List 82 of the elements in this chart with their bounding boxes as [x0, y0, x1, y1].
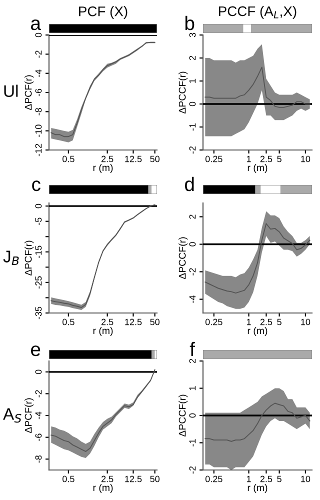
y-tick-label: -8: [35, 455, 42, 463]
chart-title: c: [32, 180, 40, 192]
x-tick-label: 1: [246, 156, 251, 162]
y-tick-label: -4: [189, 296, 196, 303]
y-tick-label: 2: [189, 214, 196, 219]
y-tick-label: 2: [189, 358, 196, 364]
y-tick-label: -2: [189, 466, 196, 474]
x-tick-label: 50: [150, 476, 160, 482]
x-tick-label: 5: [277, 156, 282, 162]
x-tick-label: 2.5: [260, 476, 272, 482]
y-tick-label: -1: [189, 439, 196, 446]
x-tick-label: 12.5: [125, 476, 142, 482]
x-axis-title: r (m): [248, 164, 268, 174]
x-tick-label: 50: [150, 318, 160, 326]
x-tick-label: 5: [277, 476, 282, 482]
x-tick-label: 1: [246, 476, 251, 482]
y-tick-label: 0: [189, 242, 196, 246]
x-tick-label: 12.5: [125, 156, 142, 162]
y-tick-label: -2: [189, 146, 196, 154]
x-tick-label: 10: [301, 318, 310, 326]
chart-title: e: [31, 346, 40, 356]
y-tick-label: -25: [35, 276, 42, 289]
y-tick-label: -4: [35, 412, 42, 420]
y-tick-label: 2: [189, 56, 196, 60]
x-axis-title: r (m): [248, 484, 268, 494]
y-tick-label: -2: [35, 50, 42, 58]
x-tick-label: 0.5: [62, 476, 74, 482]
y-tick-label: -4: [35, 70, 42, 77]
chart-subtitle: PCF (X): [79, 6, 128, 19]
y-tick-label: -12: [35, 144, 42, 156]
y-tick-label: -8: [35, 108, 42, 116]
y-tick-label: -1: [189, 123, 196, 131]
text: A$_{S}$: [3, 408, 22, 423]
x-tick-label: 10: [301, 476, 310, 482]
y-tick-label: 0: [35, 204, 42, 208]
y-tick-label: 0: [189, 102, 196, 106]
y-tick-label: 1: [189, 78, 196, 83]
chart-title: a: [31, 20, 41, 30]
y-tick-label: -35: [35, 306, 42, 320]
x-tick-label: 0.5: [62, 156, 74, 162]
y-tick-label: 0: [35, 32, 42, 38]
y-axis-title: ΔPCCF(r): [178, 394, 188, 437]
y-axis-title: ΔPCCF(r): [178, 237, 188, 280]
x-axis-title: r (m): [93, 164, 113, 174]
x-tick-label: 2.5: [102, 318, 114, 326]
x-tick-label: 2.5: [260, 156, 272, 162]
x-tick-label: 0.25: [205, 476, 222, 482]
chart-title: f: [190, 342, 196, 356]
y-tick-label: -2: [189, 268, 196, 276]
y-tick-label: -5: [35, 218, 42, 225]
y-tick-label: -10: [35, 124, 42, 137]
chart-subtitle: PCCF (A$_{L}$,X): [218, 6, 296, 19]
y-tick-label: -6: [35, 434, 42, 441]
x-tick-label: 2.5: [102, 156, 114, 162]
text: J$_{B}$: [3, 250, 19, 266]
chart-title: b: [185, 16, 194, 30]
y-tick-label: -6: [35, 88, 42, 96]
x-tick-label: 5: [277, 318, 282, 326]
x-tick-label: 50: [150, 156, 160, 162]
y-tick-label: -15: [35, 246, 42, 258]
x-tick-label: 2.5: [102, 476, 114, 482]
y-tick-label: 0: [189, 413, 196, 418]
x-tick-label: 0.25: [205, 318, 222, 326]
x-tick-label: 2.5: [260, 318, 272, 326]
y-tick-label: 3: [189, 32, 196, 38]
x-tick-label: 12.5: [125, 318, 142, 326]
y-axis-title: ΔPCF(r): [24, 398, 34, 434]
y-tick-label: 0: [35, 370, 42, 374]
y-axis-title: ΔPCF(r): [24, 75, 34, 110]
y-axis-title: ΔPCF(r): [24, 240, 34, 276]
x-tick-label: 1: [246, 318, 251, 326]
x-axis-title: r (m): [93, 484, 113, 494]
y-tick-label: 1: [189, 386, 196, 390]
chart-title: d: [185, 176, 194, 192]
x-tick-label: 10: [301, 156, 310, 162]
x-tick-label: 0.25: [205, 156, 222, 162]
x-tick-label: 0.5: [62, 318, 74, 326]
x-axis-title: r (m): [248, 326, 268, 336]
y-axis-title: ΔPCCF(r): [178, 72, 188, 114]
x-axis-title: r (m): [93, 326, 113, 336]
text: Ul: [4, 84, 18, 97]
y-tick-label: -2: [35, 390, 42, 398]
